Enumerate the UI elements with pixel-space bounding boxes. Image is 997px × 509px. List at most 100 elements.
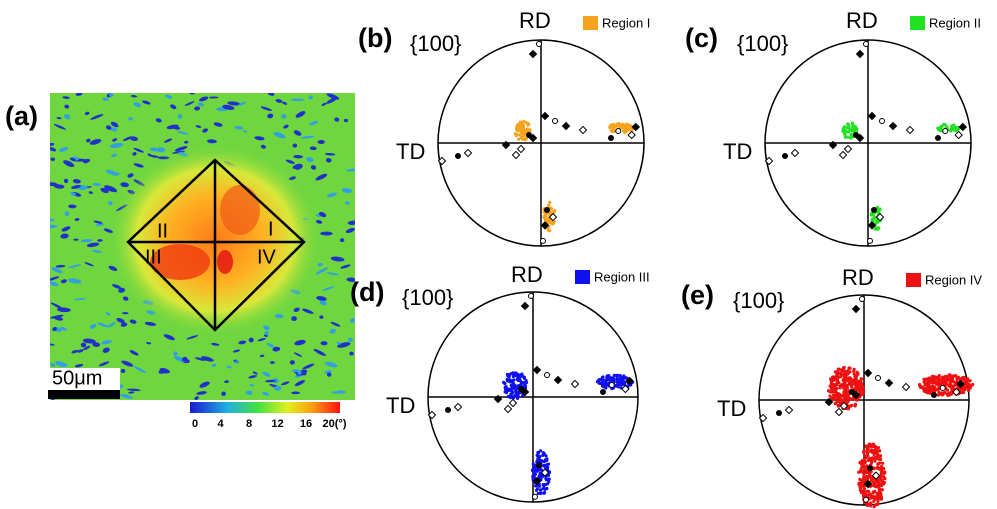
streak bbox=[318, 211, 327, 218]
texture-point bbox=[524, 378, 528, 383]
streak bbox=[68, 204, 77, 209]
texture-point bbox=[547, 203, 551, 208]
texture-point bbox=[869, 445, 873, 449]
texture-point bbox=[867, 493, 871, 497]
streak bbox=[224, 380, 229, 384]
marker bbox=[540, 468, 550, 477]
streak bbox=[67, 278, 82, 284]
td-label: TD bbox=[723, 139, 752, 164]
marker bbox=[875, 212, 885, 222]
marker bbox=[855, 49, 865, 59]
texture-point bbox=[939, 125, 943, 129]
marker bbox=[536, 41, 542, 47]
streak bbox=[291, 369, 301, 373]
texture-point bbox=[948, 377, 952, 381]
texture-point bbox=[872, 499, 876, 503]
texture-point bbox=[879, 457, 883, 461]
texture-point bbox=[862, 487, 867, 491]
texture-point bbox=[838, 384, 842, 388]
texture-point bbox=[877, 485, 881, 490]
streak bbox=[262, 371, 271, 377]
streak bbox=[194, 106, 201, 111]
streak bbox=[116, 317, 125, 324]
texture-point bbox=[604, 386, 608, 390]
marker bbox=[843, 144, 853, 154]
texture-point bbox=[863, 454, 867, 458]
streak bbox=[293, 307, 300, 312]
texture-point bbox=[930, 376, 934, 380]
texture-point bbox=[531, 476, 535, 480]
marker bbox=[553, 375, 563, 385]
streak bbox=[50, 362, 56, 367]
streak bbox=[173, 126, 181, 130]
texture-point bbox=[841, 129, 845, 133]
texture-point bbox=[958, 387, 962, 392]
streak bbox=[75, 93, 83, 96]
marker bbox=[528, 133, 538, 143]
marker bbox=[536, 462, 542, 469]
texture-point bbox=[877, 491, 881, 495]
texture-point bbox=[615, 377, 619, 381]
texture-point bbox=[538, 468, 543, 472]
streak bbox=[182, 356, 188, 362]
texture-point bbox=[861, 494, 866, 498]
texture-point bbox=[533, 472, 538, 476]
texture-point bbox=[618, 374, 622, 378]
marker bbox=[455, 153, 461, 159]
scale-bar-label: 50μm bbox=[52, 367, 102, 389]
colorbar-tick-label: 4 bbox=[217, 418, 224, 430]
streak bbox=[293, 130, 302, 136]
texture-point bbox=[516, 137, 521, 141]
texture-point bbox=[839, 374, 843, 379]
streak bbox=[120, 322, 128, 327]
streak bbox=[72, 179, 81, 184]
streak bbox=[221, 391, 226, 397]
streak bbox=[97, 239, 103, 242]
texture-point bbox=[506, 394, 510, 399]
texture-point bbox=[862, 469, 866, 473]
texture-point bbox=[879, 475, 883, 479]
streak bbox=[101, 340, 112, 345]
streak bbox=[108, 200, 113, 206]
texture-point bbox=[842, 390, 846, 394]
streak bbox=[292, 163, 303, 170]
texture-point bbox=[848, 376, 852, 380]
marker bbox=[875, 375, 881, 381]
texture-point bbox=[859, 388, 863, 392]
streak bbox=[109, 93, 114, 98]
streak bbox=[74, 217, 80, 221]
texture-point bbox=[861, 483, 865, 488]
texture-point bbox=[865, 450, 869, 455]
streak bbox=[56, 307, 71, 313]
streak bbox=[133, 147, 144, 153]
texture-point bbox=[612, 373, 616, 377]
plane-label: {100} bbox=[410, 31, 461, 56]
texture-point bbox=[934, 376, 938, 381]
marker bbox=[863, 41, 869, 47]
texture-point bbox=[929, 390, 933, 394]
streak bbox=[174, 146, 188, 152]
texture-point bbox=[510, 387, 515, 391]
streak bbox=[245, 390, 253, 395]
streak bbox=[146, 342, 152, 345]
marker bbox=[863, 479, 873, 489]
streak bbox=[74, 297, 87, 301]
texture-point bbox=[868, 472, 872, 476]
streak bbox=[329, 328, 337, 334]
texture-point bbox=[839, 400, 843, 404]
texture-point bbox=[628, 123, 632, 127]
streak bbox=[238, 340, 247, 345]
streak bbox=[197, 102, 204, 107]
texture-point bbox=[862, 389, 866, 394]
region-label: I bbox=[268, 218, 274, 240]
marker bbox=[863, 368, 873, 378]
texture-point bbox=[850, 129, 854, 133]
colorbar-tick-label: 20(°) bbox=[323, 418, 347, 430]
marker bbox=[501, 140, 511, 150]
legend-label: Region II bbox=[929, 15, 981, 30]
streak bbox=[58, 146, 69, 152]
texture-point bbox=[523, 385, 527, 389]
texture-point bbox=[601, 375, 605, 379]
texture-point bbox=[949, 129, 953, 133]
